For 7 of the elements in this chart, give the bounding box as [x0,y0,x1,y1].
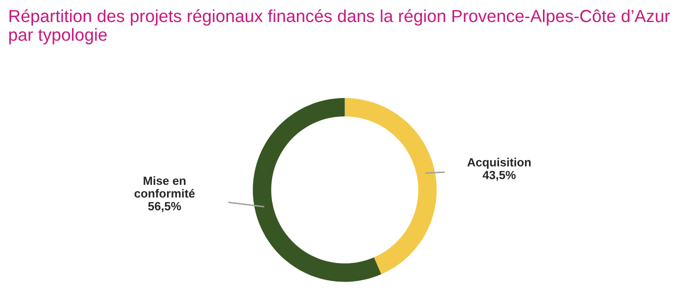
donut-slice [344,98,437,274]
slice-label: Mise en conformité [134,176,195,198]
donut-slice [252,98,382,282]
slice-label: Acquisition [467,158,531,169]
chart-title: Répartition des projets régionaux financés dans la région Provence-Alpes-Côte d’Azur par typologie [9,9,670,44]
data-label: 56,5% [148,202,181,212]
data-label: 43,5% [482,170,516,181]
